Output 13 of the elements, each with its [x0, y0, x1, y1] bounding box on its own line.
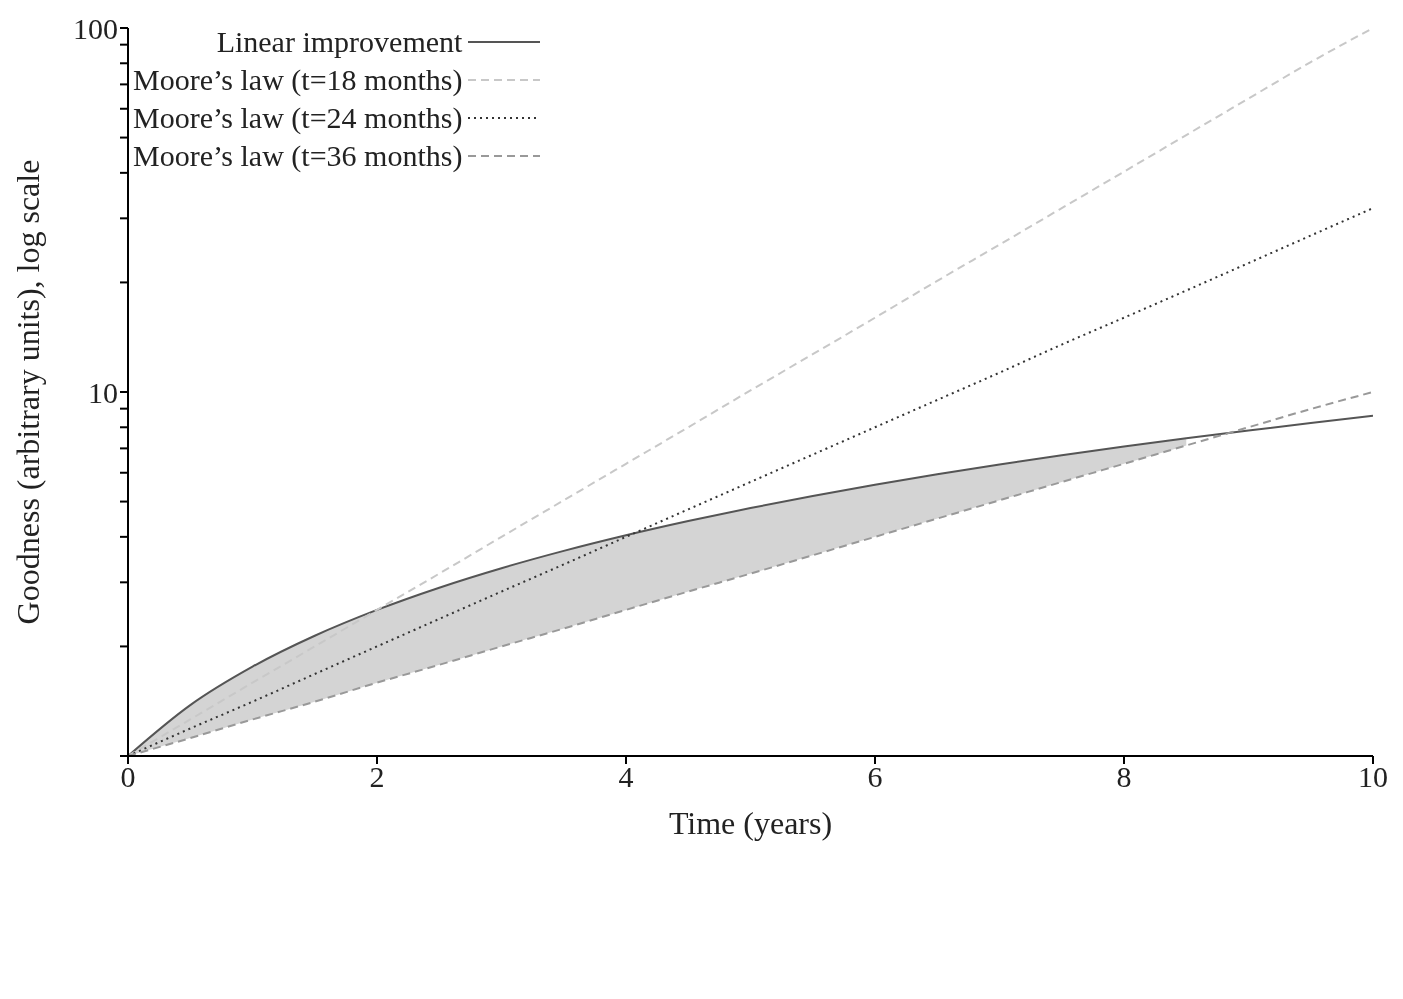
- x-axis-title: Time (years): [668, 805, 833, 841]
- x-tick-label: 10: [1358, 760, 1388, 794]
- y-axis-title: Goodness (arbitrary units), log scale: [10, 159, 47, 625]
- x-tick-label: 0: [120, 760, 136, 794]
- y-tick-label: 100: [73, 11, 118, 45]
- x-tick-label: 2: [369, 760, 385, 794]
- legend-label: Moore’s law (t=36 months): [133, 138, 463, 174]
- legend-label: Linear improvement: [216, 24, 463, 60]
- x-tick-label: 8: [1116, 760, 1132, 794]
- legend-label: Moore’s law (t=18 months): [133, 62, 463, 98]
- x-tick-label: 6: [867, 760, 883, 794]
- x-tick-label: 4: [618, 760, 634, 794]
- legend-label: Moore’s law (t=24 months): [133, 100, 463, 136]
